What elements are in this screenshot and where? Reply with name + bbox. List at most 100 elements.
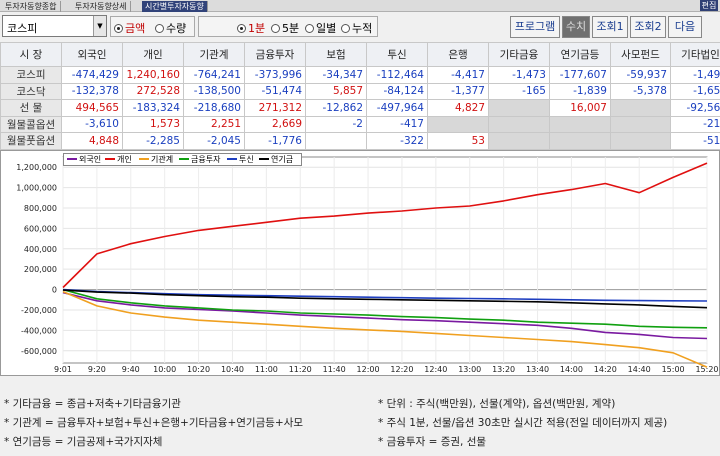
table-cell: -1,377 <box>427 82 489 100</box>
col-header-0[interactable]: 시 장 <box>0 42 62 67</box>
table-cell: 271,312 <box>244 99 306 117</box>
legend-label: 기관계 <box>151 155 174 164</box>
legend-line-icon <box>105 158 115 160</box>
radio-daily[interactable]: 일별 <box>305 20 336 36</box>
market-select-value: 코스피 <box>7 22 38 35</box>
col-header-7[interactable]: 은행 <box>427 42 489 67</box>
table-cell: -218,680 <box>183 99 245 117</box>
col-header-3[interactable]: 기관계 <box>183 42 245 67</box>
table-cell <box>488 99 550 117</box>
table-cell: -1,473 <box>488 66 550 84</box>
table-cell: -132,378 <box>61 82 123 100</box>
table-cell: 5,857 <box>305 82 367 100</box>
series-line <box>62 288 708 302</box>
table-cell: -84,124 <box>366 82 428 100</box>
table-row[interactable]: 선 물 494,565 -183,324 -218,680 271,312 -12,862… <box>0 99 720 117</box>
col-header-6[interactable]: 투신 <box>366 42 428 67</box>
y-tick-label: -400,000 <box>21 326 57 335</box>
legend-line-icon <box>259 158 269 160</box>
chart-svg: 1,200,000 1,000,000 800,000 600,000 400,000 2… <box>16 156 719 374</box>
table-cell: 4,848 <box>61 132 123 150</box>
note-institution: * 기관계 = 금융투자+보험+투신+은행+기타금융+연기금등+사모 <box>4 417 304 429</box>
x-tick-label: 9:20 <box>88 365 106 374</box>
y-tick-label: 600,000 <box>24 224 57 233</box>
table-cell: -183,324 <box>122 99 184 117</box>
col-header-10[interactable]: 사모펀드 <box>610 42 671 67</box>
table-cell: -5,378 <box>610 82 671 100</box>
tab-investor-detail[interactable]: 투자자동향상세 <box>72 1 131 12</box>
tab-hourly-investor[interactable]: 시간별투자자동향 <box>142 1 208 12</box>
table-cell: -138,500 <box>183 82 245 100</box>
table-cell: 1,573 <box>122 115 184 133</box>
table-cell: -417 <box>366 115 428 133</box>
table-cell: 53 <box>427 132 489 150</box>
query1-button[interactable]: 조회1 <box>592 16 628 38</box>
series-line <box>62 291 708 340</box>
x-tick-label: 11:20 <box>289 365 312 374</box>
y-tick-label: 1,200,000 <box>16 163 57 172</box>
tab-investor-summary[interactable]: 투자자동향종합 <box>2 1 61 12</box>
col-header-1[interactable]: 외국인 <box>61 42 123 67</box>
notes-panel: * 기타금융 = 종금+저축+기타금융기관 * 기관계 = 금융투자+보험+투신… <box>0 378 720 456</box>
table-cell: -497,964 <box>366 99 428 117</box>
amount-qty-radio-group: 금액 수량 <box>110 16 195 37</box>
chart-legend: 외국인 개인 기관계 금융투자 투신 연기금 <box>63 153 302 166</box>
market-select[interactable]: 코스피 ▼ <box>2 15 107 37</box>
row-label: 월물콜옵션 <box>0 115 62 133</box>
table-cell: -764,241 <box>183 66 245 84</box>
table-cell <box>610 99 671 117</box>
legend-line-icon <box>227 158 237 160</box>
table-cell: -1,839 <box>549 82 611 100</box>
x-tick-label: 13:00 <box>458 365 481 374</box>
table-cell: -112,464 <box>366 66 428 84</box>
x-tick-label: 14:20 <box>594 365 617 374</box>
table-cell: -51,474 <box>244 82 306 100</box>
table-cell <box>549 132 611 150</box>
investor-table: 시 장 외국인 개인 기관계 금융투자 보험 투신 은행 기타금융 연기금등 사모펀드 기타법인 코스… <box>0 42 720 150</box>
y-tick-label: 1,000,000 <box>16 184 57 193</box>
col-header-2[interactable]: 개인 <box>122 42 184 67</box>
x-tick-label: 10:00 <box>153 365 176 374</box>
col-header-9[interactable]: 연기금등 <box>549 42 611 67</box>
col-header-11[interactable]: 기타법인 <box>670 42 720 67</box>
legend-line-icon <box>179 158 189 160</box>
col-header-8[interactable]: 기타금융 <box>488 42 550 67</box>
table-cell: -322 <box>366 132 428 150</box>
radio-cumulative[interactable]: 누적 <box>341 20 372 36</box>
x-tick-label: 12:40 <box>424 365 447 374</box>
x-tick-label: 12:00 <box>357 365 380 374</box>
radio-1min[interactable]: 1분 <box>237 20 265 36</box>
query2-button[interactable]: 조회2 <box>630 16 666 38</box>
x-tick-label: 13:20 <box>492 365 515 374</box>
numeric-button[interactable]: 수치 <box>562 16 590 38</box>
table-cell: -92,561 <box>670 99 720 117</box>
chevron-down-icon[interactable]: ▼ <box>93 16 106 36</box>
row-label: 월물풋옵션 <box>0 132 62 150</box>
table-cell: 272,528 <box>122 82 184 100</box>
table-cell: 4,827 <box>427 99 489 117</box>
table-cell: -2 <box>305 115 367 133</box>
radio-5min[interactable]: 5분 <box>271 20 299 36</box>
program-button[interactable]: 프로그램 <box>510 16 560 38</box>
radio-amount[interactable]: 금액 <box>114 20 145 36</box>
legend-label: 외국인 <box>79 155 102 164</box>
radio-quantity[interactable]: 수량 <box>155 20 186 36</box>
table-row[interactable]: 코스피 -474,429 1,240,160 -764,241 -373,996 -34,… <box>0 66 720 84</box>
legend-item: 개인 <box>105 155 132 165</box>
table-row[interactable]: 코스닥 -132,378 272,528 -138,500 -51,474 5,857 -8… <box>0 82 720 100</box>
next-button[interactable]: 다음 <box>668 16 702 38</box>
table-cell: 494,565 <box>61 99 123 117</box>
edit-button[interactable]: 편집 <box>700 0 718 11</box>
legend-label: 투신 <box>239 155 254 164</box>
x-tick-label: 10:40 <box>221 365 244 374</box>
y-tick-label: -200,000 <box>21 306 57 315</box>
x-tick-label: 10:20 <box>187 365 210 374</box>
period-radio-group: 1분 5분 일별 누적 <box>198 16 378 37</box>
col-header-4[interactable]: 금융투자 <box>244 42 306 67</box>
col-header-5[interactable]: 보험 <box>305 42 367 67</box>
x-tick-label: 15:20 <box>695 365 718 374</box>
note-other-finance: * 기타금융 = 종금+저축+기타금융기관 <box>4 398 181 410</box>
